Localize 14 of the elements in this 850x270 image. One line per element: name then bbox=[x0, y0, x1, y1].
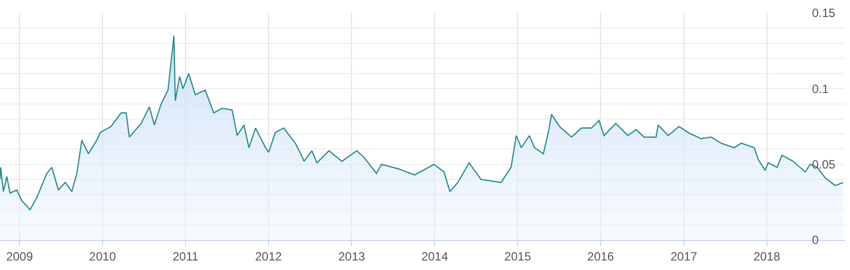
x-tick-label: 2015 bbox=[504, 249, 532, 264]
x-tick-label: 2010 bbox=[89, 249, 116, 264]
x-tick-label: 2011 bbox=[172, 249, 199, 264]
x-tick-label: 2014 bbox=[421, 249, 448, 264]
y-tick-label: 0.1 bbox=[812, 82, 830, 96]
x-tick-label: 2017 bbox=[670, 249, 698, 264]
x-tick-label: 2013 bbox=[338, 249, 366, 264]
y-tick-label: 0 bbox=[812, 233, 819, 248]
x-tick-label: 2016 bbox=[587, 249, 614, 264]
x-tick-label: 2018 bbox=[753, 249, 780, 264]
y-tick-label: 0.05 bbox=[812, 158, 836, 172]
x-tick-label: 2009 bbox=[6, 249, 34, 264]
y-tick-label: 0.15 bbox=[812, 6, 836, 20]
x-tick-label: 2012 bbox=[255, 249, 282, 264]
